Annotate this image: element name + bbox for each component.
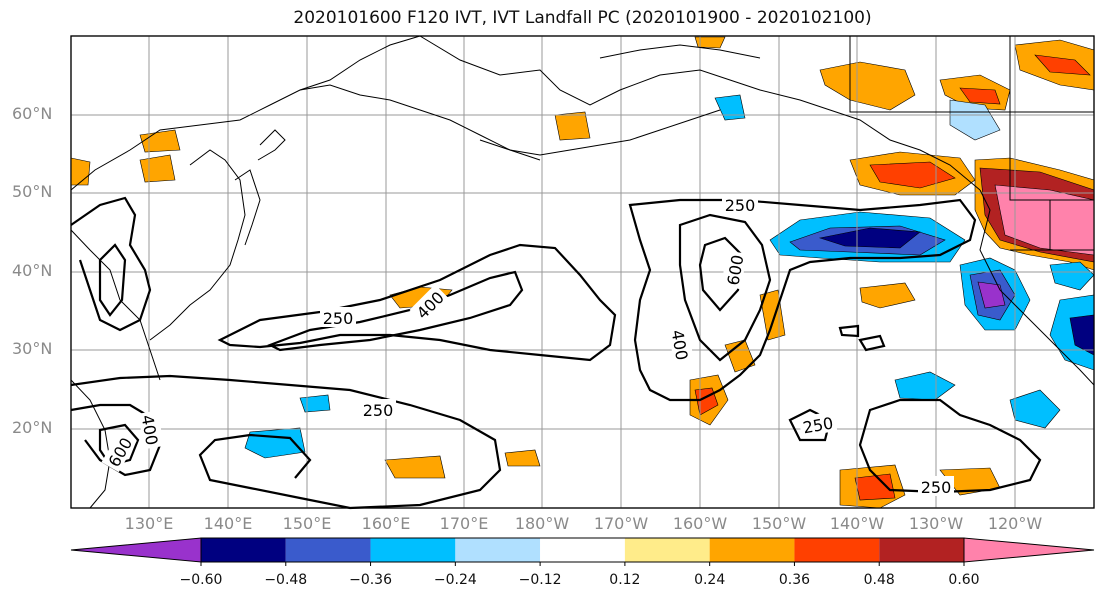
coastline bbox=[70, 35, 421, 191]
coastline bbox=[419, 35, 981, 191]
contour-label: 250 bbox=[725, 196, 756, 215]
ivt-contour bbox=[217, 243, 617, 362]
colorbar-tick-label: 0.36 bbox=[778, 572, 811, 588]
ivt-contour bbox=[628, 198, 977, 402]
contour-label: 250 bbox=[363, 401, 394, 420]
coastline bbox=[70, 229, 161, 381]
ivt-contour bbox=[98, 423, 140, 467]
lat-label: 50°N bbox=[12, 182, 53, 201]
lon-label: 150°E bbox=[282, 514, 332, 533]
lon-label: 130°W bbox=[908, 514, 964, 533]
colorbar-tick-label: −0.48 bbox=[264, 572, 308, 588]
colorbar-tick-label: −0.60 bbox=[179, 572, 223, 588]
pc-region bbox=[504, 449, 541, 467]
pc-region bbox=[859, 282, 916, 309]
coastlines bbox=[70, 35, 1095, 509]
coastline bbox=[299, 84, 541, 161]
lon-label: 160°W bbox=[672, 514, 728, 533]
coastline bbox=[849, 36, 1094, 113]
pc-region bbox=[299, 394, 331, 413]
coastline bbox=[1009, 36, 1094, 201]
coastline bbox=[70, 379, 111, 509]
pc-region bbox=[139, 129, 181, 153]
coastline bbox=[479, 109, 721, 156]
colorbar-tick-label: −0.36 bbox=[349, 572, 392, 588]
pc-region bbox=[1009, 389, 1061, 429]
pc-region bbox=[139, 154, 176, 183]
lat-label: 40°N bbox=[12, 261, 53, 280]
pc-region bbox=[1049, 261, 1095, 291]
ivt-contour bbox=[70, 374, 502, 510]
pc-shading bbox=[70, 36, 1095, 509]
pc-region bbox=[959, 87, 1001, 105]
lon-label: 170°E bbox=[439, 514, 489, 533]
pc-region bbox=[554, 111, 591, 141]
pc-region bbox=[1034, 54, 1091, 76]
coastline bbox=[599, 44, 761, 59]
pc-region bbox=[949, 99, 1001, 141]
lon-label: 140°E bbox=[203, 514, 253, 533]
ivt-contour bbox=[267, 270, 524, 352]
pc-region bbox=[724, 339, 756, 373]
lon-label: 160°E bbox=[361, 514, 411, 533]
ivt-contour bbox=[858, 334, 886, 352]
pc-region bbox=[894, 371, 956, 401]
pc-region bbox=[819, 61, 916, 111]
colorbar-tick-label: −0.12 bbox=[518, 572, 562, 588]
pc-region bbox=[977, 281, 1006, 309]
pc-region bbox=[854, 473, 896, 501]
lon-label: 140°W bbox=[829, 514, 885, 533]
lat-label: 20°N bbox=[12, 418, 53, 437]
lon-label: 170°W bbox=[593, 514, 649, 533]
lon-label: 150°W bbox=[751, 514, 807, 533]
lon-label: 180°W bbox=[514, 514, 570, 533]
ivt-contour bbox=[838, 324, 860, 338]
colorbar-tick-label: 0.12 bbox=[609, 572, 641, 588]
coastline bbox=[234, 169, 261, 246]
coastline bbox=[257, 129, 286, 161]
colorbar-tick-label: −0.24 bbox=[433, 572, 477, 588]
lat-label: 60°N bbox=[12, 104, 53, 123]
lat-label: 30°N bbox=[12, 339, 53, 358]
pc-region bbox=[384, 455, 446, 479]
coastline bbox=[149, 149, 246, 341]
ivt-contour bbox=[858, 398, 1042, 494]
lon-label: 130°E bbox=[124, 514, 174, 533]
colorbar-tick-label: 0.48 bbox=[863, 572, 895, 588]
coastline bbox=[979, 189, 1095, 386]
pc-region bbox=[818, 227, 921, 249]
pc-region bbox=[70, 157, 91, 186]
ivt-contour bbox=[678, 213, 772, 362]
contour-label: 250 bbox=[921, 478, 952, 497]
graticule bbox=[71, 36, 1094, 508]
ivt-contour bbox=[70, 196, 152, 332]
lon-label: 120°W bbox=[987, 514, 1043, 533]
pc-region bbox=[714, 94, 746, 121]
pc-region bbox=[869, 161, 956, 189]
map-title: 2020101600 F120 IVT, IVT Landfall PC (20… bbox=[293, 8, 872, 28]
ivt-contour bbox=[98, 243, 127, 317]
ivt-contour bbox=[698, 236, 744, 312]
pc-region bbox=[694, 36, 726, 49]
colorbar-tick-label: 0.24 bbox=[694, 572, 726, 588]
contour-label: 250 bbox=[323, 309, 354, 328]
colorbar-tick-label: 0.60 bbox=[948, 572, 980, 588]
